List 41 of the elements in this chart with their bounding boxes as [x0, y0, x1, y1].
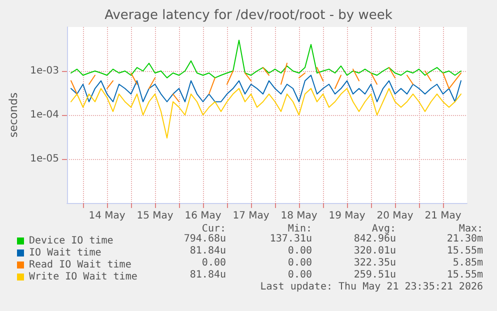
- text: 842.96u: [354, 234, 396, 244]
- y-axis-title: seconds: [7, 92, 20, 138]
- text: Last update: Thu May 21 23:35:21 2026: [260, 282, 484, 292]
- x-tick-label: 20 May: [376, 210, 414, 222]
- y-tick-label: 1e-04: [30, 110, 59, 120]
- legend-label: Write IO Wait time: [29, 272, 138, 282]
- legend-label: IO Wait time: [29, 248, 102, 258]
- text: 0.00: [288, 258, 312, 268]
- text: 322.35u: [354, 258, 396, 268]
- legend-label: Device IO time: [29, 236, 114, 246]
- line-series: [70, 74, 462, 102]
- x-tick-label: 19 May: [328, 210, 366, 222]
- text: 0.00: [288, 246, 312, 256]
- x-tick-label: 14 May: [88, 210, 126, 222]
- text: 0.00: [202, 258, 226, 268]
- text: 81.84u: [190, 270, 226, 280]
- text: Avg:: [372, 224, 396, 234]
- text: 15.55m: [446, 246, 483, 256]
- text: Max:: [458, 224, 484, 234]
- text: 794.68u: [184, 234, 226, 244]
- y-tick-label: 1e-03: [30, 66, 59, 76]
- x-tick-label: 18 May: [280, 210, 318, 222]
- x-tick-label: 15 May: [136, 210, 174, 222]
- y-tick-label: 1e-05: [30, 154, 59, 164]
- x-tick-label: 21 May: [424, 210, 462, 222]
- text: 5.85m: [452, 258, 484, 268]
- text: 0.00: [288, 270, 312, 280]
- x-tick-label: 17 May: [232, 210, 270, 222]
- text: 259.51u: [354, 270, 396, 280]
- line-series: [70, 88, 462, 139]
- text: 137.31u: [270, 234, 312, 244]
- x-tick-label: 16 May: [184, 210, 222, 222]
- text: 81.84u: [190, 246, 226, 256]
- text: Min:: [288, 224, 312, 234]
- chart-title: Average latency for /dev/root/root - by week: [104, 8, 393, 23]
- text: 15.55m: [446, 270, 483, 280]
- text: Cur:: [202, 224, 226, 234]
- line-series: [70, 40, 462, 78]
- text: 320.01u: [354, 246, 396, 256]
- text: 21.30m: [446, 234, 483, 244]
- legend-label: Read IO Wait time: [29, 260, 132, 270]
